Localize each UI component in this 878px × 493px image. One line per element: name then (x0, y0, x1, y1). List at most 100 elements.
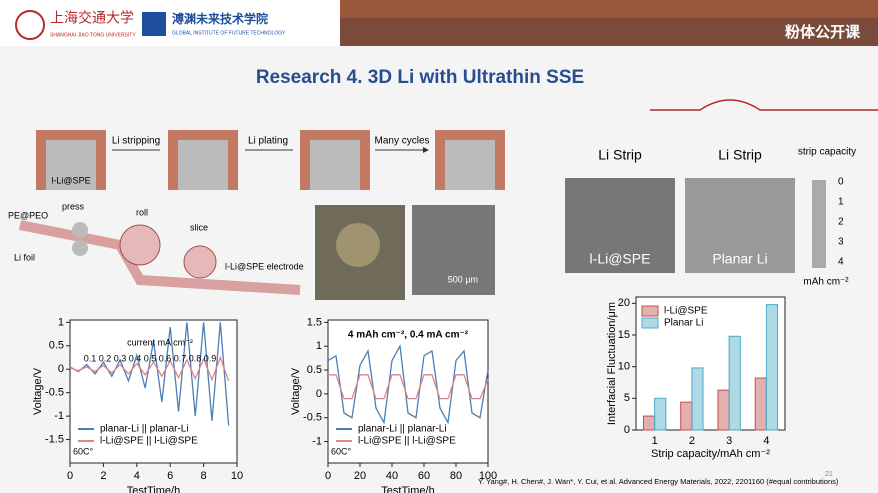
x-axis-label: TestTime/h (127, 485, 180, 493)
bar (654, 397, 667, 431)
y-tick-label: -1 (54, 410, 64, 422)
roll-label: slice (190, 222, 208, 232)
series-line (69, 322, 230, 426)
bar (717, 389, 730, 431)
sem-image (412, 205, 495, 295)
schematic: Li stripping Li plating Many cycles l-Li… (8, 130, 505, 300)
logo (142, 12, 166, 36)
bar (754, 377, 767, 431)
y-axis-label: Voltage/V (290, 367, 302, 415)
electrode-label: l-Li@SPE (51, 175, 90, 185)
x-tick-label: 8 (201, 470, 207, 482)
x-tick-label: 60 (418, 470, 430, 482)
slide-title: Research 4. 3D Li with Ultrathin SSE (256, 67, 584, 88)
scale-tick: 4 (838, 257, 844, 268)
logo (15, 10, 45, 40)
y-tick-label: 0.5 (307, 364, 322, 376)
institute: 溥渊未来技术学院 (172, 11, 268, 26)
y-tick-label: -0.5 (45, 387, 64, 399)
bar (642, 415, 656, 431)
y-tick-label: 0 (316, 388, 322, 400)
roll (183, 245, 217, 279)
y-tick-label: 5 (624, 392, 630, 404)
y-tick-label: -1 (312, 435, 322, 447)
roll-label: press (62, 201, 85, 211)
roll (119, 224, 161, 266)
y-axis-label: Interfacial Fluctuation/μm (606, 302, 618, 425)
legend-label: Planar Li (664, 318, 703, 329)
annotation: 4 mAh cm⁻², 0.4 mA cm⁻² (348, 330, 469, 341)
bar (765, 304, 779, 431)
figure-heading: Li Strip (598, 147, 642, 163)
x-tick-label: 2 (689, 435, 695, 447)
legend-swatch (641, 305, 659, 317)
citation: Y. Yang#, H. Chen#, J. Wan*, Y. Cui, et … (478, 477, 839, 486)
roll-label: Li foil (14, 252, 35, 262)
box (310, 140, 360, 190)
y-tick-label: 0 (624, 424, 630, 436)
panel (685, 178, 795, 273)
x-tick-label: 6 (167, 470, 173, 482)
annotation: 60C° (331, 446, 352, 456)
x-tick-label: 4 (763, 435, 769, 447)
legend-label: l-Li@SPE || l-Li@SPE (358, 436, 456, 447)
x-tick-label: 2 (100, 470, 106, 482)
roll-label: roll (136, 207, 148, 217)
x-tick-label: 80 (450, 470, 462, 482)
legend-label: l-Li@SPE || l-Li@SPE (100, 436, 198, 447)
y-tick-label: 0.5 (49, 340, 64, 352)
legend-swatch (641, 317, 659, 329)
institute-en: GLOBAL INSTITUTE OF FUTURE TECHNOLOGY (172, 30, 286, 36)
roll-label: l-Li@SPE electrode (225, 261, 304, 271)
step-label: Li stripping (112, 136, 160, 147)
y-tick-label: 15 (618, 329, 630, 341)
box (46, 140, 96, 190)
annotation: current mA cm⁻² (127, 337, 193, 347)
decoration (650, 99, 878, 111)
panel-label: Planar Li (712, 251, 767, 267)
box (445, 140, 495, 190)
bar (680, 401, 693, 431)
y-tick-label: -0.5 (303, 412, 322, 424)
y-tick-label: 1.5 (307, 316, 322, 328)
strip-figure: Li Strip Li Strip l-Li@SPE Planar Li str… (565, 147, 856, 288)
annotation: 0.1 0.2 0.3 0.4 0.5 0.6 0.7 0.8 0.9 (84, 353, 217, 363)
x-tick-label: 4 (134, 470, 140, 482)
series-line (327, 344, 489, 425)
scale-unit: mAh cm⁻² (803, 277, 849, 288)
x-tick-label: 1 (652, 435, 658, 447)
university-en: SHANGHAI JIAO TONG UNIVERSITY (50, 32, 136, 38)
x-tick-label: 10 (231, 470, 243, 482)
y-axis-label: Voltage/V (32, 367, 44, 415)
university: 上海交通大学 (50, 10, 134, 26)
x-tick-label: 20 (354, 470, 366, 482)
panel-label: l-Li@SPE (590, 251, 651, 267)
scale-tick: 2 (838, 217, 844, 228)
legend-label: planar-Li || planar-Li (358, 424, 447, 435)
banner-band (340, 0, 878, 18)
annotation: 60C° (73, 446, 94, 456)
x-tick-label: 3 (726, 435, 732, 447)
y-tick-label: -1.5 (45, 433, 64, 445)
y-tick-label: 0 (58, 363, 64, 375)
bar (728, 335, 741, 431)
y-tick-label: 1 (58, 316, 64, 328)
scale-tick: 3 (838, 237, 844, 248)
scale-title: strip capacity (798, 147, 856, 158)
y-tick-label: 10 (618, 361, 630, 373)
y-tick-label: 1 (316, 340, 322, 352)
scale-tick: 1 (838, 197, 844, 208)
step-label: Li plating (248, 136, 288, 147)
x-tick-label: 0 (325, 470, 331, 482)
x-axis-label: TestTime/h (381, 485, 434, 493)
bar (691, 367, 704, 431)
roller (72, 222, 88, 238)
figure-heading: Li Strip (718, 147, 762, 163)
x-tick-label: 40 (386, 470, 398, 482)
x-tick-label: 0 (67, 470, 73, 482)
box (178, 140, 228, 190)
plot-frame (635, 296, 786, 431)
scale-bar (812, 180, 826, 268)
x-tick-label: 100 (479, 470, 497, 482)
step-label: Many cycles (374, 136, 429, 147)
